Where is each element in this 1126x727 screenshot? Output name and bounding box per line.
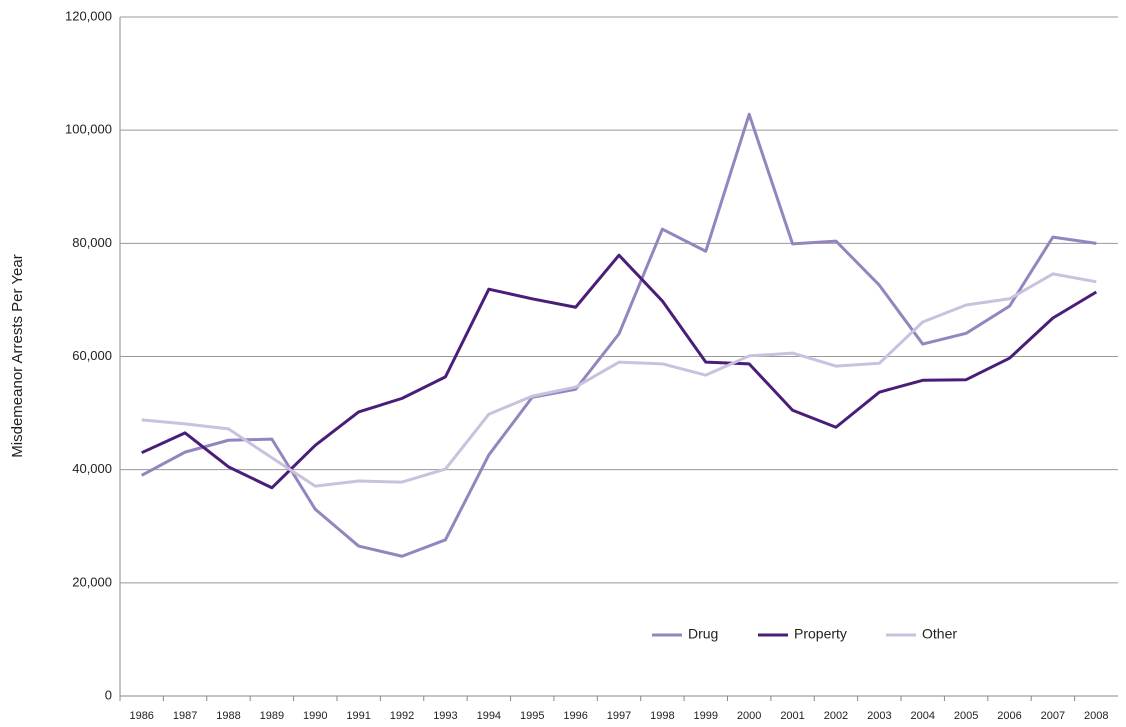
series-line <box>140 112 1097 558</box>
x-tick-label: 2008 <box>1084 710 1108 722</box>
legend-label: Other <box>922 626 957 642</box>
x-tick-label: 1990 <box>303 710 327 722</box>
x-tick-label: 2007 <box>1041 710 1065 722</box>
y-tick-label: 40,000 <box>72 461 112 476</box>
x-tick-label: 1994 <box>477 710 501 722</box>
x-tick-label: 1993 <box>433 710 457 722</box>
x-tick-label: 2006 <box>997 710 1021 722</box>
x-tick-label: 1991 <box>346 710 370 722</box>
legend-label: Drug <box>688 626 718 642</box>
x-tick-label: 1988 <box>216 710 240 722</box>
y-tick-label: 20,000 <box>72 574 112 589</box>
x-tick-label: 1992 <box>390 710 414 722</box>
x-tick-label: 1995 <box>520 710 544 722</box>
x-tick-label: 1996 <box>563 710 587 722</box>
x-tick-label: 2005 <box>954 710 978 722</box>
x-tick-label: 1987 <box>173 710 197 722</box>
y-tick-label: 80,000 <box>72 235 112 250</box>
legend-label: Property <box>794 626 847 642</box>
x-tick-label: 1999 <box>694 710 718 722</box>
x-tick-label: 1998 <box>650 710 674 722</box>
y-tick-label: 60,000 <box>72 348 112 363</box>
x-tick-label: 1997 <box>607 710 631 722</box>
x-tick-label: 1986 <box>129 710 153 722</box>
series-line <box>141 272 1097 488</box>
x-tick-label: 2001 <box>780 710 804 722</box>
series-line <box>141 253 1098 490</box>
y-tick-label: 100,000 <box>65 122 112 137</box>
y-axis-label: Misdemeanor Arrests Per Year <box>9 254 26 457</box>
x-tick-label: 2003 <box>867 710 891 722</box>
x-tick-label: 2002 <box>824 710 848 722</box>
y-tick-label: 0 <box>105 687 112 702</box>
y-tick-label: 120,000 <box>65 8 112 23</box>
x-tick-label: 2004 <box>910 710 934 722</box>
x-tick-label: 2000 <box>737 710 761 722</box>
x-tick-label: 1989 <box>260 710 284 722</box>
